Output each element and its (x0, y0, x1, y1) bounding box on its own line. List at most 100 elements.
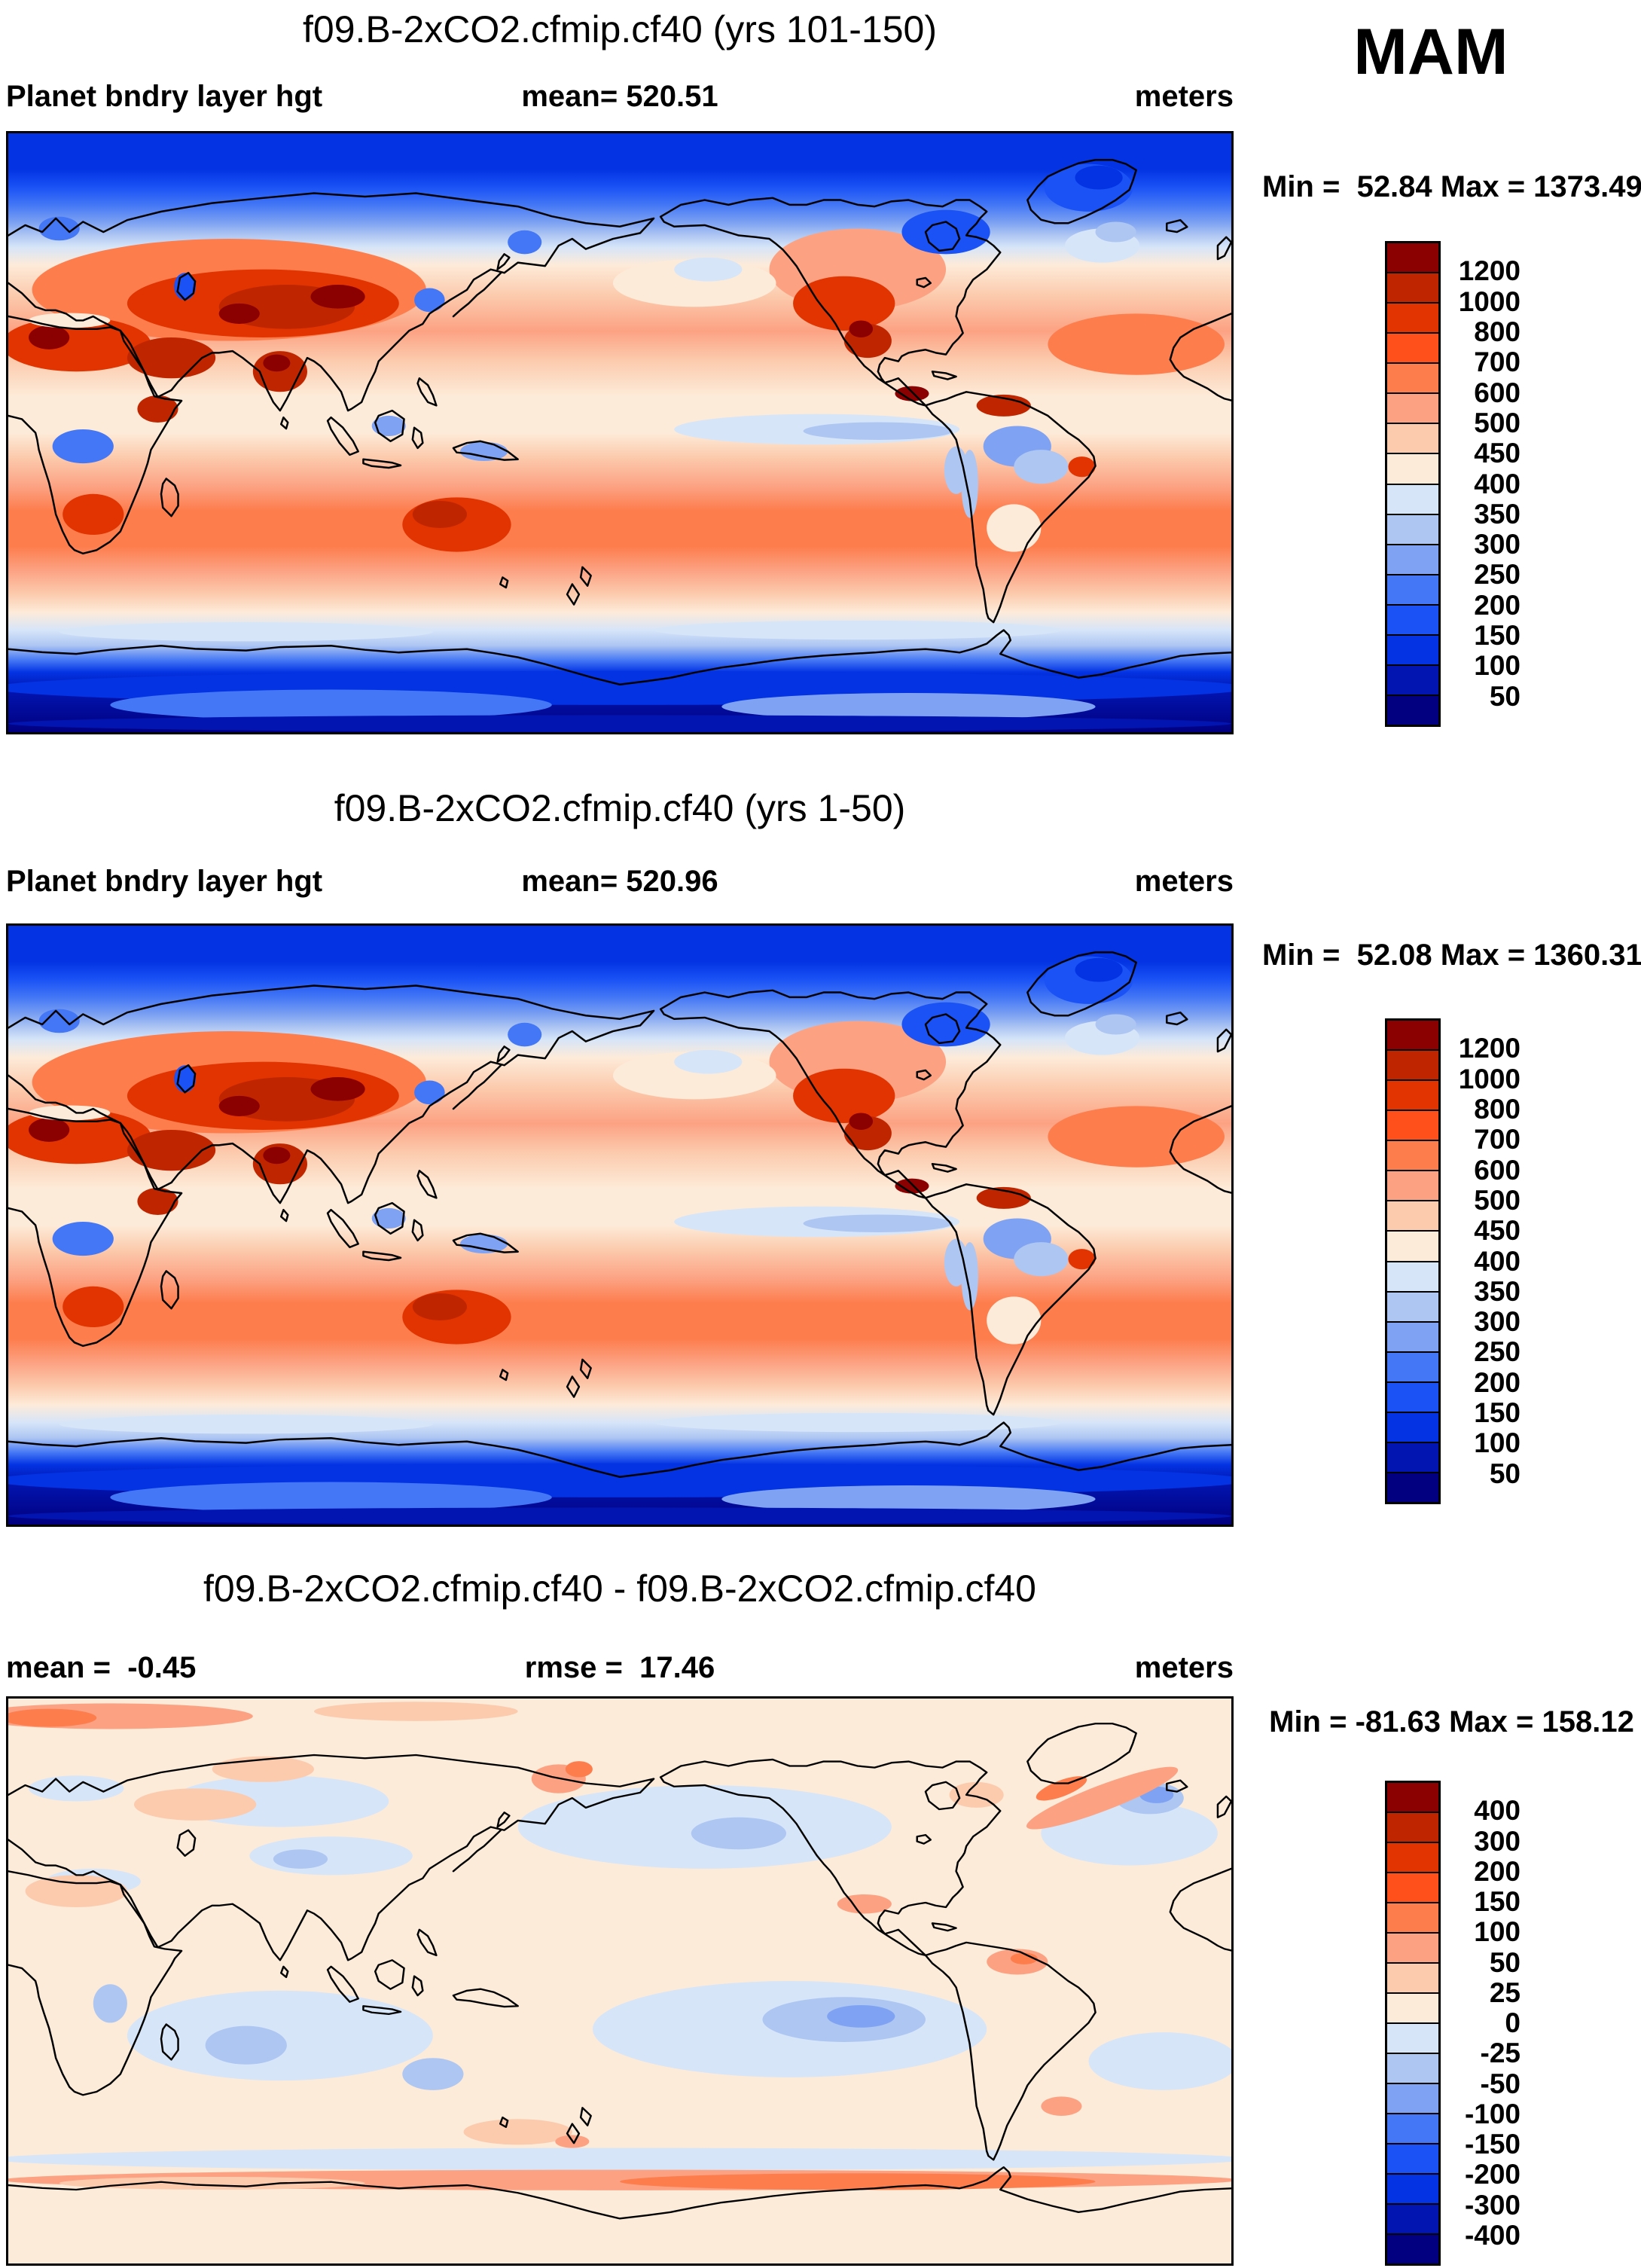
colorbar-cell (1387, 1201, 1438, 1232)
panel1-units-label: meters (1134, 80, 1234, 113)
colorbar-cell (1387, 2205, 1438, 2235)
colorbar-tick-label: 100 (1474, 1916, 1521, 1948)
panel2-field-label: Planet bndry layer hgt (6, 865, 323, 898)
colorbar-panel-1: 1200 1000 800 700 600 500 450 400 350 300 250 200 15… (1385, 241, 1543, 727)
panel1-title: f09.B-2xCO2.cfmip.cf40 (yrs 101-150) (303, 8, 937, 50)
colorbar-tick-label: 500 (1474, 407, 1521, 438)
colorbar-cell (1387, 1873, 1438, 1903)
colorbar-tick-label: 25 (1489, 1976, 1521, 2008)
colorbar-cell (1387, 2175, 1438, 2205)
colorbar-tick-label: 1000 (1458, 285, 1521, 317)
panel3-rmse-label: rmse = 17.46 (524, 1651, 715, 1684)
colorbar-tick-label: 150 (1474, 1886, 1521, 1917)
colorbar-tick-label: 300 (1474, 1306, 1521, 1338)
colorbar-tick-label: 400 (1474, 1245, 1521, 1277)
colorbar-tick-label: 250 (1474, 559, 1521, 591)
colorbar-tick-label: 150 (1474, 620, 1521, 652)
colorbar-cell (1387, 695, 1438, 725)
colorbar-tick-label: 600 (1474, 1154, 1521, 1186)
colorbar-cell (1387, 1111, 1438, 1142)
colorbar-cell (1387, 514, 1438, 545)
map-panel-2 (6, 923, 1234, 1527)
colorbar-tick-label: 1200 (1458, 1033, 1521, 1064)
colorbar-tick-label: 100 (1474, 1427, 1521, 1459)
colorbar-swatches (1385, 1018, 1441, 1504)
colorbar-cell (1387, 1322, 1438, 1353)
colorbar-tick-label: -400 (1464, 2219, 1521, 2251)
colorbar-cell (1387, 1141, 1438, 1172)
colorbar-tick-label: -25 (1480, 2038, 1521, 2069)
panel1-minmax-label: Min = 52.84 Max = 1373.49 (1262, 170, 1641, 203)
colorbar-cell (1387, 1412, 1438, 1443)
colorbar-cell (1387, 2235, 1438, 2263)
colorbar-tick-label: 400 (1474, 1795, 1521, 1827)
colorbar-panel-3: 400 300 200 150 100 50 25 0 -25 -50 -100 -150 -200 -3… (1385, 1781, 1543, 2266)
colorbar-swatches (1385, 1781, 1441, 2266)
panel1-mean-label: mean= 520.51 (521, 80, 718, 113)
colorbar-cell (1387, 1081, 1438, 1112)
colorbar-cell (1387, 1813, 1438, 1843)
colorbar-cell (1387, 2144, 1438, 2175)
colorbar-cell (1387, 2024, 1438, 2054)
colorbar-tick-label: 200 (1474, 1366, 1521, 1398)
colorbar-tick-label: 200 (1474, 1855, 1521, 1887)
colorbar-tick-label: -300 (1464, 2189, 1521, 2221)
colorbar-tick-label: 1200 (1458, 255, 1521, 287)
colorbar-tick-label: 50 (1489, 1946, 1521, 1978)
colorbar-cell (1387, 2114, 1438, 2144)
colorbar-tick-label: 800 (1474, 1093, 1521, 1125)
colorbar-cell (1387, 1843, 1438, 1873)
colorbar-cell (1387, 273, 1438, 304)
colorbar-tick-label: 700 (1474, 346, 1521, 378)
colorbar-tick-label: 450 (1474, 1215, 1521, 1247)
colorbar-cell (1387, 665, 1438, 696)
panel2-minmax-label: Min = 52.08 Max = 1360.31 (1262, 939, 1641, 972)
colorbar-tick-label: -50 (1480, 2068, 1521, 2099)
colorbar-cell (1387, 1994, 1438, 2024)
colorbar-cell (1387, 1783, 1438, 1813)
colorbar-tick-label: 100 (1474, 650, 1521, 682)
colorbar-cell (1387, 1934, 1438, 1964)
colorbar-cell (1387, 575, 1438, 606)
colorbar-tick-label: 200 (1474, 589, 1521, 621)
colorbar-cell (1387, 1352, 1438, 1383)
colorbar-cell (1387, 454, 1438, 485)
colorbar-cell (1387, 1021, 1438, 1052)
colorbar-tick-label: 300 (1474, 529, 1521, 560)
panel3-mean-label: mean = -0.45 (6, 1651, 197, 1684)
panel2-title: f09.B-2xCO2.cfmip.cf40 (yrs 1-50) (334, 787, 906, 829)
colorbar-tick-label: 500 (1474, 1184, 1521, 1216)
colorbar-tick-label: 400 (1474, 468, 1521, 499)
panel3-minmax-label: Min = -81.63 Max = 158.12 (1269, 1705, 1634, 1738)
colorbar-cell (1387, 1964, 1438, 1994)
colorbar-tick-label: 250 (1474, 1336, 1521, 1368)
panel3-units-label: meters (1134, 1651, 1234, 1684)
colorbar-cell (1387, 2054, 1438, 2084)
colorbar-tick-label: 800 (1474, 316, 1521, 347)
colorbar-tick-label: 350 (1474, 1275, 1521, 1307)
colorbar-cell (1387, 304, 1438, 334)
colorbar-cell (1387, 545, 1438, 575)
colorbar-tick-label: 1000 (1458, 1063, 1521, 1094)
colorbar-cell (1387, 1442, 1438, 1473)
map-panel-3-difference (6, 1696, 1234, 2266)
colorbar-cell (1387, 424, 1438, 455)
colorbar-tick-label: 700 (1474, 1124, 1521, 1155)
colorbar-tick-label: -200 (1464, 2159, 1521, 2190)
panel1-field-label: Planet bndry layer hgt (6, 80, 323, 113)
colorbar-cell (1387, 1051, 1438, 1082)
colorbar-tick-label: 150 (1474, 1397, 1521, 1429)
colorbar-cell (1387, 2084, 1438, 2114)
season-label: MAM (1353, 16, 1508, 88)
colorbar-cell (1387, 394, 1438, 425)
panel2-mean-label: mean= 520.96 (521, 865, 718, 898)
panel2-units-label: meters (1134, 865, 1234, 898)
colorbar-tick-label: 350 (1474, 498, 1521, 530)
colorbar-tick-label: -150 (1464, 2129, 1521, 2160)
colorbar-tick-label: 50 (1489, 1458, 1521, 1489)
colorbar-panel-2: 1200 1000 800 700 600 500 450 400 350 300 250 200 15… (1385, 1018, 1543, 1504)
panel3-title: f09.B-2xCO2.cfmip.cf40 - f09.B-2xCO2.cfm… (203, 1567, 1036, 1610)
colorbar-tick-label: -100 (1464, 2098, 1521, 2129)
map-panel-1 (6, 131, 1234, 734)
